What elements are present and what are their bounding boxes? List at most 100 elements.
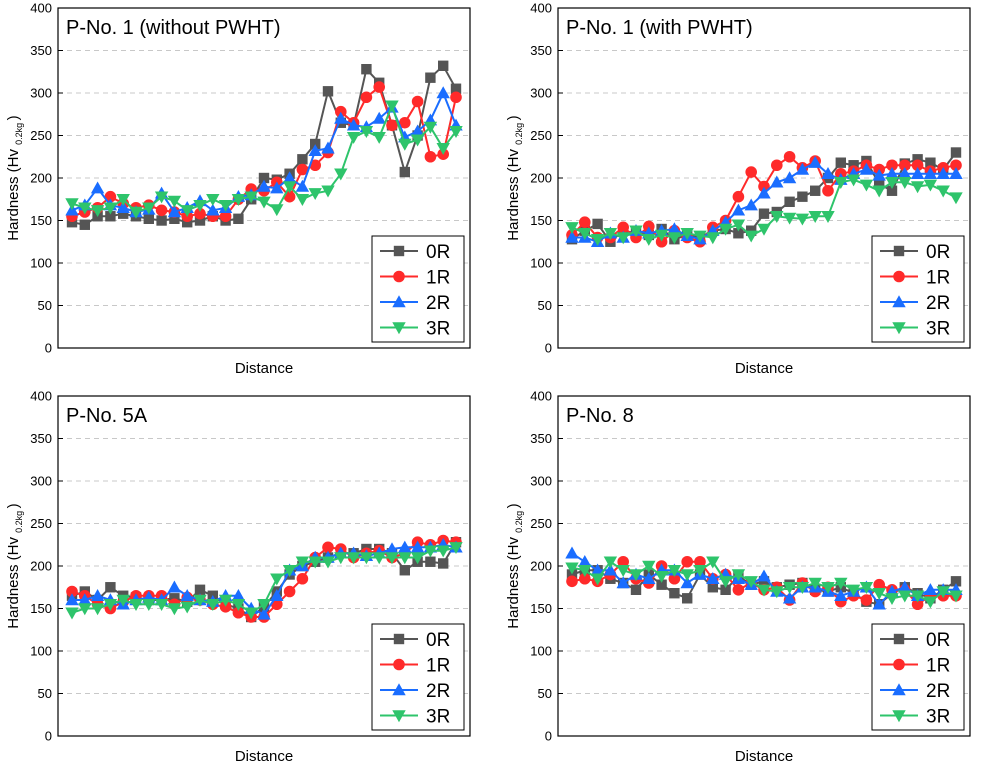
- data-point: [105, 211, 116, 222]
- data-point: [848, 160, 859, 171]
- data-point: [270, 181, 284, 194]
- data-point: [680, 228, 694, 240]
- legend-marker: [392, 322, 406, 335]
- data-point: [156, 215, 167, 226]
- data-point: [167, 580, 182, 593]
- data-point: [784, 196, 795, 207]
- plot-frame: [557, 7, 971, 349]
- data-point: [308, 556, 322, 569]
- y-tick-label: 250: [530, 128, 552, 143]
- data-point: [206, 599, 220, 611]
- legend-label: 0R: [926, 630, 950, 651]
- data-point: [169, 593, 180, 604]
- data-point: [359, 126, 374, 138]
- data-point: [898, 590, 912, 603]
- data-point: [410, 540, 425, 553]
- data-point: [590, 234, 605, 246]
- data-point: [450, 91, 462, 104]
- data-point: [770, 586, 784, 599]
- data-point: [321, 556, 335, 569]
- y-tick-label: 100: [30, 644, 52, 659]
- data-point: [103, 202, 118, 215]
- y-tick-label: 300: [530, 86, 552, 101]
- data-point: [590, 563, 605, 576]
- legend-marker: [892, 322, 906, 335]
- data-point: [438, 60, 449, 71]
- data-point: [296, 572, 309, 585]
- data-point: [578, 228, 592, 240]
- data-point: [219, 601, 232, 613]
- y-tick-label: 400: [530, 389, 552, 404]
- data-point: [436, 86, 450, 99]
- data-point: [821, 582, 835, 594]
- data-point: [834, 577, 848, 590]
- data-point: [359, 552, 374, 565]
- legend: 0R 1R 2R 3R: [371, 235, 465, 343]
- data-point: [193, 200, 207, 212]
- data-point: [194, 215, 206, 226]
- data-point: [206, 203, 220, 216]
- data-point: [346, 552, 361, 565]
- data-point: [410, 134, 425, 147]
- data-point: [232, 606, 245, 619]
- data-point: [398, 540, 412, 553]
- data-point: [757, 223, 771, 236]
- data-point: [643, 220, 655, 233]
- legend-marker: [893, 633, 905, 645]
- data-point: [694, 555, 706, 568]
- data-point: [859, 179, 874, 192]
- data-point: [334, 168, 348, 181]
- data-point: [859, 582, 874, 594]
- data-point: [436, 143, 450, 155]
- data-point: [873, 578, 885, 591]
- data-point: [617, 555, 629, 568]
- data-point: [910, 590, 925, 603]
- legend-box: [371, 623, 465, 731]
- y-tick-label: 0: [545, 729, 552, 744]
- plot-frame: [57, 395, 471, 737]
- data-point: [706, 232, 720, 245]
- legend-marker: [393, 270, 405, 283]
- legend-marker: [392, 683, 406, 696]
- data-point: [116, 194, 130, 206]
- legend-marker: [393, 633, 405, 645]
- data-point: [578, 565, 592, 577]
- y-axis-title: Hardness (Hv 0.2kg ): [505, 115, 524, 240]
- data-point: [810, 185, 821, 196]
- data-point: [706, 572, 720, 584]
- data-point: [308, 188, 322, 200]
- data-point: [886, 185, 898, 196]
- data-point: [680, 569, 694, 582]
- data-point: [450, 83, 462, 94]
- data-point: [821, 211, 835, 223]
- y-tick-label: 100: [30, 256, 52, 271]
- data-point: [372, 111, 386, 124]
- data-point: [936, 185, 950, 198]
- y-tick-label: 150: [530, 601, 552, 616]
- data-point: [193, 594, 207, 607]
- data-point: [757, 569, 771, 582]
- data-point: [834, 177, 848, 189]
- data-point: [757, 584, 771, 597]
- data-point: [757, 186, 771, 199]
- data-point: [590, 573, 605, 586]
- data-point: [361, 64, 372, 75]
- data-point: [282, 565, 297, 577]
- y-tick-label: 400: [530, 1, 552, 16]
- data-point: [194, 207, 206, 220]
- data-point: [950, 147, 962, 158]
- data-point: [423, 545, 438, 558]
- data-point: [218, 200, 233, 212]
- data-point: [565, 546, 579, 559]
- data-point: [872, 185, 886, 198]
- data-point: [859, 162, 874, 175]
- data-point: [154, 191, 169, 204]
- legend-label: 2R: [926, 293, 950, 314]
- data-point: [410, 124, 425, 137]
- legend-label: 2R: [426, 681, 450, 702]
- legend-marker: [892, 710, 906, 723]
- data-point: [782, 171, 797, 184]
- data-point: [808, 211, 822, 223]
- data-point: [795, 162, 810, 175]
- legend-label: 3R: [426, 707, 450, 728]
